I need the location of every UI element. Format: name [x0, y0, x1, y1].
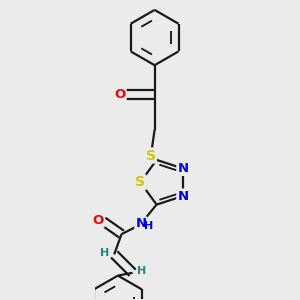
Text: H: H	[137, 266, 146, 276]
Text: S: S	[146, 148, 156, 163]
Text: H: H	[100, 248, 110, 257]
Text: O: O	[92, 214, 104, 227]
Text: S: S	[135, 175, 145, 189]
Text: N: N	[177, 190, 188, 202]
Text: N: N	[135, 218, 146, 230]
Text: N: N	[177, 162, 188, 175]
Text: O: O	[114, 88, 126, 101]
Text: H: H	[144, 221, 153, 231]
